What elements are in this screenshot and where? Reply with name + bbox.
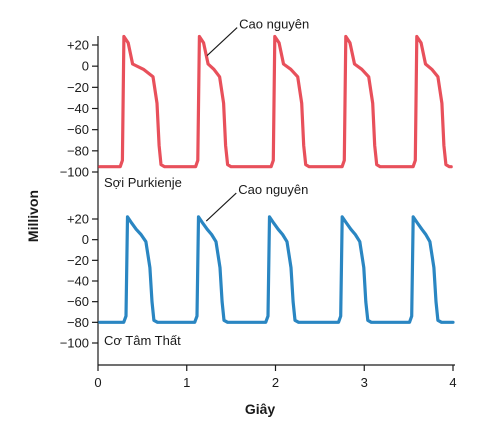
purkinje-y-tick-label-3: −40 bbox=[67, 101, 89, 116]
x-tick-label-2: 2 bbox=[272, 375, 279, 390]
purkinje-y-tick-label-2: −20 bbox=[67, 80, 89, 95]
x-tick-label-4: 4 bbox=[449, 375, 456, 390]
ventricle-y-tick-label-0: +20 bbox=[67, 212, 89, 227]
x-tick-label-1: 1 bbox=[183, 375, 190, 390]
ventricle-annotation: Cao nguyên bbox=[238, 182, 308, 197]
x-tick-label-3: 3 bbox=[361, 375, 368, 390]
y-axis-title: Millivon bbox=[25, 190, 41, 242]
purkinje-y-tick-label-0: +20 bbox=[67, 38, 89, 53]
ventricle-y-tick-label-6: −100 bbox=[60, 336, 89, 351]
ventricle-y-tick-label-4: −60 bbox=[67, 294, 89, 309]
purkinje-annotation: Cao nguyên bbox=[239, 17, 309, 32]
purkinje-trace bbox=[98, 34, 453, 169]
purkinje-annotation-pointer bbox=[206, 27, 238, 56]
ventricle-trace bbox=[98, 215, 455, 324]
axes bbox=[97, 36, 455, 366]
purkinje-series-label: Sợi Purkienje bbox=[104, 175, 182, 190]
ventricle-y-tick-label-2: −20 bbox=[67, 253, 89, 268]
labels: Sợi Purkienje Cao nguyên Cơ Tâm Thất Cao ng… bbox=[104, 17, 309, 348]
purkinje-y-tick-label-1: 0 bbox=[82, 59, 89, 74]
traces bbox=[98, 34, 455, 324]
ticks: 0 1 2 3 4 +20 0 −20 −40 −60 −80 −100 +20 0 −20 −40 −60 −8… bbox=[60, 38, 457, 391]
ventricle-series-label: Cơ Tâm Thất bbox=[104, 333, 181, 348]
x-tick-label-0: 0 bbox=[94, 375, 101, 390]
purkinje-y-tick-label-5: −80 bbox=[67, 143, 89, 158]
purkinje-y-tick-label-4: −60 bbox=[67, 122, 89, 137]
ventricle-y-tick-label-3: −40 bbox=[67, 274, 89, 289]
ventricle-y-tick-label-1: 0 bbox=[82, 232, 89, 247]
ventricle-y-tick-label-5: −80 bbox=[67, 315, 89, 330]
ventricle-annotation-pointer bbox=[205, 192, 237, 222]
purkinje-y-tick-label-6: −100 bbox=[60, 165, 89, 180]
x-axis-title: Giây bbox=[245, 401, 276, 417]
